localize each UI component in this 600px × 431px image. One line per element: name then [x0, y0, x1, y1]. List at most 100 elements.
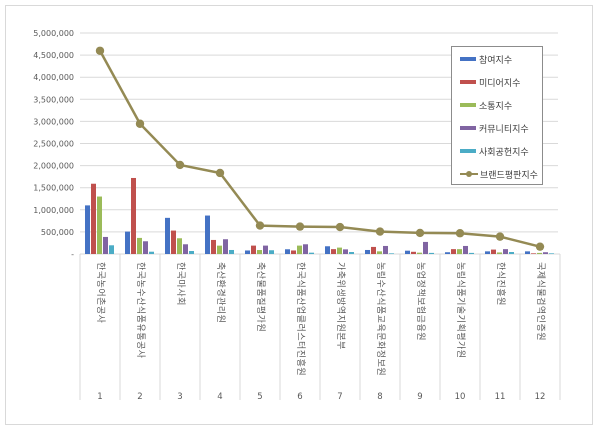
legend-item-media: 미디어지수	[460, 75, 520, 89]
category-label: 한국식품산업클러스터진흥원	[295, 262, 305, 377]
bar	[451, 249, 456, 254]
bar	[531, 253, 536, 254]
line-marker	[255, 221, 265, 230]
legend-label: 미디어지수	[479, 78, 521, 89]
legend-swatch-cyan-icon	[460, 149, 476, 153]
y-tick-label: 4,000,000	[33, 73, 74, 82]
bar	[445, 252, 450, 254]
bar	[165, 217, 170, 254]
bar	[549, 253, 554, 254]
line-marker	[335, 222, 345, 232]
category-label: 농업정책보험금융원	[415, 262, 425, 342]
bar	[143, 241, 148, 254]
legend-swatch-blue-icon	[460, 57, 476, 61]
bar	[245, 250, 250, 254]
bar	[205, 215, 210, 254]
bar	[365, 249, 370, 254]
legend-swatch-red-icon	[460, 80, 476, 84]
category-label: 국제식물검역인증원	[535, 262, 545, 342]
bar	[485, 251, 490, 254]
category-number: 2	[137, 392, 142, 402]
legend-label: 참여지수	[479, 55, 513, 66]
bar	[469, 252, 474, 254]
line-marker	[175, 160, 185, 170]
line-marker	[375, 227, 385, 236]
category-number: 8	[377, 392, 382, 402]
category-number: 11	[495, 392, 506, 402]
legend-item-community: 커뮤니티지수	[460, 121, 529, 135]
category-label: 농림식품기술기획평가원	[455, 262, 465, 359]
bar	[97, 196, 102, 254]
category-numbers: 1 2 3 4 5 6 7 8 9 10 11 12	[97, 392, 545, 402]
bar	[503, 249, 508, 254]
category-number: 3	[177, 392, 182, 402]
bar	[331, 249, 336, 254]
bar	[263, 245, 268, 254]
bar	[389, 253, 394, 254]
brand-reputation-line	[95, 46, 545, 251]
legend-label: 브랜드평판지수	[480, 170, 538, 181]
bar	[91, 183, 96, 254]
bar	[149, 251, 154, 254]
bar	[171, 230, 176, 254]
category-number: 10	[455, 392, 466, 402]
legend-swatch-purple-icon	[460, 126, 476, 130]
bar	[183, 244, 188, 254]
legend-item-social-contribution: 사회공헌지수	[460, 144, 529, 158]
bar	[509, 252, 514, 254]
y-tick-label: 1,500,000	[33, 184, 74, 193]
bar	[383, 245, 388, 254]
y-tick-label: 5,000,000	[33, 29, 74, 38]
category-number: 9	[417, 392, 422, 402]
line-path	[98, 50, 541, 248]
legend-line-marker-icon	[460, 169, 478, 179]
y-tick-label: 2,500,000	[33, 140, 74, 149]
category-label: 한국마사회	[175, 262, 185, 306]
category-number: 1	[97, 392, 102, 402]
bar	[269, 250, 274, 254]
bar	[423, 241, 428, 254]
bar	[297, 245, 302, 254]
bar	[417, 252, 422, 254]
y-axis-ticks: - 500,000 1,000,000 1,500,000 2,000,000 2,500…	[33, 29, 74, 259]
legend-label: 사회공헌지수	[479, 147, 529, 158]
y-tick-label: 1,000,000	[33, 206, 74, 215]
bar	[543, 252, 548, 254]
legend-swatch-green-icon	[460, 103, 476, 107]
legend-label: 커뮤니티지수	[479, 124, 529, 135]
line-marker	[95, 46, 105, 55]
y-tick-label: 500,000	[41, 228, 74, 237]
bar	[131, 177, 136, 254]
category-number: 5	[257, 392, 262, 402]
bar	[177, 238, 182, 254]
bar	[325, 246, 330, 254]
bar	[189, 250, 194, 254]
line-marker	[455, 229, 465, 238]
bar	[525, 251, 530, 254]
category-label: 축산환경관리원	[215, 262, 225, 324]
line-marker	[415, 228, 425, 238]
bar	[229, 249, 234, 254]
bar	[429, 252, 434, 254]
category-label: 가축위생방역지원본부	[335, 262, 345, 350]
bar	[371, 246, 376, 254]
bar	[137, 237, 142, 254]
bar	[405, 250, 410, 254]
bar	[103, 236, 108, 254]
bar	[125, 231, 130, 254]
legend-item-brand-reputation: 브랜드평판지수	[460, 167, 538, 181]
bar	[457, 249, 462, 254]
bar	[537, 252, 542, 254]
chart-legend: 참여지수 미디어지수 소통지수 커뮤니티지수 사회공헌지수 브랜드평판지수	[451, 46, 543, 185]
bar	[85, 205, 90, 254]
y-tick-label: 2,000,000	[33, 162, 74, 171]
line-marker	[535, 242, 545, 251]
bar	[377, 251, 382, 254]
bar	[303, 244, 308, 254]
bar	[491, 249, 496, 254]
bar	[337, 247, 342, 254]
category-number: 4	[217, 392, 222, 402]
bar	[223, 239, 228, 254]
bar	[497, 252, 502, 254]
line-marker	[295, 222, 305, 231]
